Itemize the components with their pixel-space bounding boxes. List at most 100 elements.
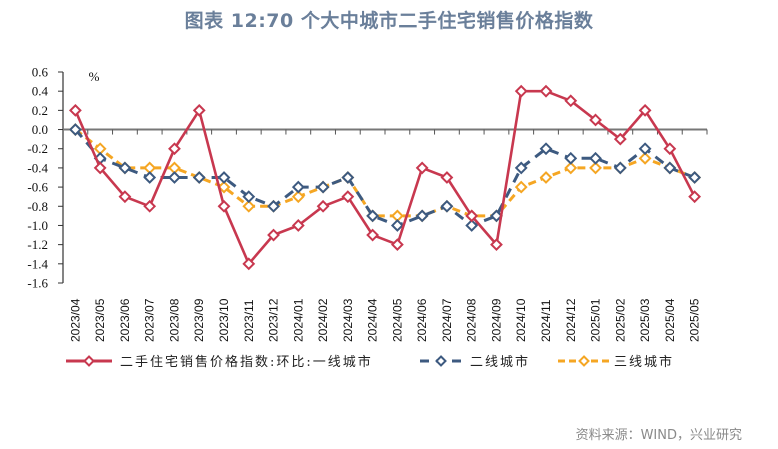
y-tick-label: -1.4	[27, 256, 48, 271]
x-tick-label: 2024/03	[341, 298, 355, 342]
legend-item-3: 三线城市	[558, 354, 674, 370]
data-point	[589, 113, 602, 127]
data-point	[415, 209, 429, 223]
data-point	[341, 190, 355, 204]
data-point	[539, 142, 553, 156]
x-tick-label: 2024/09	[489, 298, 503, 342]
data-point	[192, 103, 206, 117]
data-point	[217, 171, 231, 184]
legend-marker-diamond-icon	[578, 355, 590, 367]
source-note: 资料来源：WIND，兴业研究	[575, 428, 742, 443]
legend-label: 二手住宅销售价格指数:环比:一线城市	[120, 354, 373, 370]
data-point	[440, 199, 454, 213]
legend-item-2: 二线城市	[420, 354, 530, 370]
axes: 0.6 0.4 0.2 0.0 -0.2 -0.4 -0.6 -0.8 -1.0 -1.2 -1.4…	[27, 65, 708, 342]
data-point	[68, 103, 82, 117]
data-point	[638, 103, 652, 117]
x-tick-label: 2023/09	[192, 298, 206, 342]
data-point	[514, 84, 528, 98]
data-point	[242, 199, 256, 213]
data-point	[366, 209, 380, 223]
y-tick-label: 0.2	[32, 103, 48, 118]
x-tick-label: 2024/02	[316, 298, 330, 342]
x-tick-label: 2025/05	[688, 298, 702, 342]
y-tick-label: -0.8	[27, 199, 48, 214]
data-point	[118, 190, 132, 204]
y-tick-label: -0.2	[27, 141, 48, 156]
data-point	[465, 209, 479, 223]
data-point	[316, 199, 330, 213]
data-point	[390, 219, 404, 232]
data-point	[93, 161, 107, 175]
data-point	[440, 171, 454, 184]
data-point	[589, 161, 602, 175]
data-point	[267, 228, 280, 242]
data-point	[390, 238, 404, 252]
data-point	[242, 190, 256, 204]
data-point	[68, 123, 82, 136]
y-tick-label: -1.2	[27, 237, 48, 252]
y-unit-label: %	[89, 69, 100, 84]
x-tick-label: 2023/04	[68, 298, 82, 342]
data-point	[217, 180, 231, 194]
x-tick-label: 2023/10	[217, 298, 231, 342]
legend-marker-diamond-icon	[83, 355, 95, 367]
legend-marker-diamond-icon	[435, 355, 447, 367]
x-tick-label: 2024/07	[440, 298, 454, 342]
x-tick-label: 2024/11	[539, 299, 553, 342]
data-point	[316, 180, 330, 194]
y-tick-label: 0.0	[32, 122, 48, 137]
data-point	[291, 219, 305, 232]
data-point	[465, 219, 479, 232]
series-1	[68, 84, 702, 271]
data-point	[539, 171, 553, 184]
y-tick-label: 0.6	[32, 65, 49, 80]
y-tick-label: 0.4	[32, 84, 49, 99]
x-tick-label: 2023/08	[167, 298, 181, 342]
x-tick-label: 2024/12	[564, 298, 578, 342]
data-point	[217, 199, 231, 213]
data-point	[341, 171, 355, 184]
data-point	[267, 199, 280, 213]
data-point	[514, 161, 528, 175]
data-point	[589, 151, 602, 165]
x-tick-label: 2024/08	[465, 298, 479, 342]
data-point	[118, 161, 132, 175]
data-point	[366, 228, 380, 242]
legend-item-1: 二手住宅销售价格指数:环比:一线城市	[66, 354, 373, 370]
data-point	[564, 94, 578, 108]
data-point	[490, 238, 503, 252]
series-line	[74, 128, 696, 218]
x-tick-label: 2023/06	[118, 298, 132, 342]
data-point	[638, 151, 652, 165]
data-point	[415, 161, 429, 175]
data-point	[638, 142, 652, 156]
x-tick-label: 2025/03	[638, 298, 652, 342]
legend-label: 三线城市	[614, 354, 674, 370]
x-tick-label: 2023/12	[267, 298, 281, 342]
data-point	[613, 161, 627, 175]
y-tick-label: -0.6	[27, 180, 48, 195]
data-point	[564, 151, 578, 165]
x-tick-label: 2024/06	[415, 298, 429, 342]
series-2	[68, 123, 702, 232]
legend: 二手住宅销售价格指数:环比:一线城市 二线城市 三线城市	[66, 354, 674, 370]
x-tick-label: 2023/05	[93, 298, 107, 342]
data-point	[613, 132, 627, 146]
data-point	[688, 171, 702, 184]
series-layer	[68, 84, 702, 271]
data-point	[168, 171, 181, 184]
x-tick-label: 2023/11	[242, 299, 256, 342]
data-point	[564, 161, 578, 175]
legend-label: 二线城市	[470, 354, 530, 370]
data-point	[663, 142, 677, 156]
data-point	[291, 190, 305, 204]
y-tick-label: -1.6	[27, 276, 48, 291]
data-point	[168, 142, 181, 156]
data-point	[490, 209, 503, 223]
x-tick-label: 2024/10	[514, 298, 528, 342]
data-point	[539, 84, 553, 98]
data-point	[143, 199, 157, 213]
x-tick-label: 2024/05	[390, 298, 404, 342]
x-tick-label: 2025/04	[663, 298, 677, 342]
